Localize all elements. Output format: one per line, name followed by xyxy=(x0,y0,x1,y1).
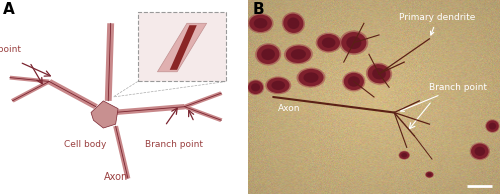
Ellipse shape xyxy=(286,46,311,63)
Ellipse shape xyxy=(318,34,340,51)
Ellipse shape xyxy=(485,120,500,133)
Ellipse shape xyxy=(272,81,285,90)
Ellipse shape xyxy=(248,81,263,94)
Ellipse shape xyxy=(341,32,366,53)
Ellipse shape xyxy=(470,142,490,160)
Ellipse shape xyxy=(425,171,434,178)
Ellipse shape xyxy=(346,36,362,49)
Ellipse shape xyxy=(284,44,313,64)
Ellipse shape xyxy=(486,120,498,132)
Ellipse shape xyxy=(427,173,432,176)
Ellipse shape xyxy=(298,69,324,86)
Ellipse shape xyxy=(342,71,365,92)
Ellipse shape xyxy=(282,12,305,34)
Ellipse shape xyxy=(399,151,409,159)
Ellipse shape xyxy=(250,15,272,32)
Ellipse shape xyxy=(316,33,342,53)
Ellipse shape xyxy=(474,147,485,156)
Ellipse shape xyxy=(288,17,300,29)
Ellipse shape xyxy=(304,72,318,83)
Ellipse shape xyxy=(398,151,410,160)
Polygon shape xyxy=(170,25,197,70)
Ellipse shape xyxy=(471,144,488,159)
Text: Primary dendrite: Primary dendrite xyxy=(399,13,475,35)
Ellipse shape xyxy=(247,80,264,95)
Text: Branch point: Branch point xyxy=(145,140,203,149)
Text: Branch point: Branch point xyxy=(400,83,488,111)
Text: Axon: Axon xyxy=(104,172,128,182)
Polygon shape xyxy=(105,23,114,101)
Polygon shape xyxy=(10,76,50,83)
Ellipse shape xyxy=(254,18,268,29)
Ellipse shape xyxy=(322,37,336,48)
Ellipse shape xyxy=(296,68,326,88)
Ellipse shape xyxy=(262,48,275,60)
Text: A: A xyxy=(2,2,14,17)
Ellipse shape xyxy=(265,76,291,94)
Polygon shape xyxy=(11,80,51,102)
Polygon shape xyxy=(91,101,118,128)
Ellipse shape xyxy=(368,64,390,83)
Ellipse shape xyxy=(291,49,306,60)
Polygon shape xyxy=(48,79,98,109)
Ellipse shape xyxy=(257,45,280,64)
Ellipse shape xyxy=(401,153,407,158)
Polygon shape xyxy=(113,126,130,179)
Ellipse shape xyxy=(426,172,433,178)
Text: B: B xyxy=(253,2,264,17)
Ellipse shape xyxy=(284,14,304,33)
Ellipse shape xyxy=(488,123,496,130)
Polygon shape xyxy=(184,91,222,108)
Ellipse shape xyxy=(366,63,392,85)
Ellipse shape xyxy=(344,73,364,90)
Polygon shape xyxy=(184,105,222,122)
Text: Branch point: Branch point xyxy=(0,45,21,54)
Text: Axon: Axon xyxy=(278,104,300,113)
Polygon shape xyxy=(113,104,185,115)
Ellipse shape xyxy=(372,68,386,80)
Text: Cell body: Cell body xyxy=(64,140,106,149)
Ellipse shape xyxy=(340,30,368,55)
Ellipse shape xyxy=(248,13,274,33)
Ellipse shape xyxy=(255,43,281,65)
Ellipse shape xyxy=(348,76,360,87)
Ellipse shape xyxy=(251,83,260,91)
Ellipse shape xyxy=(267,78,289,93)
Bar xyxy=(138,12,226,81)
Polygon shape xyxy=(158,23,206,72)
